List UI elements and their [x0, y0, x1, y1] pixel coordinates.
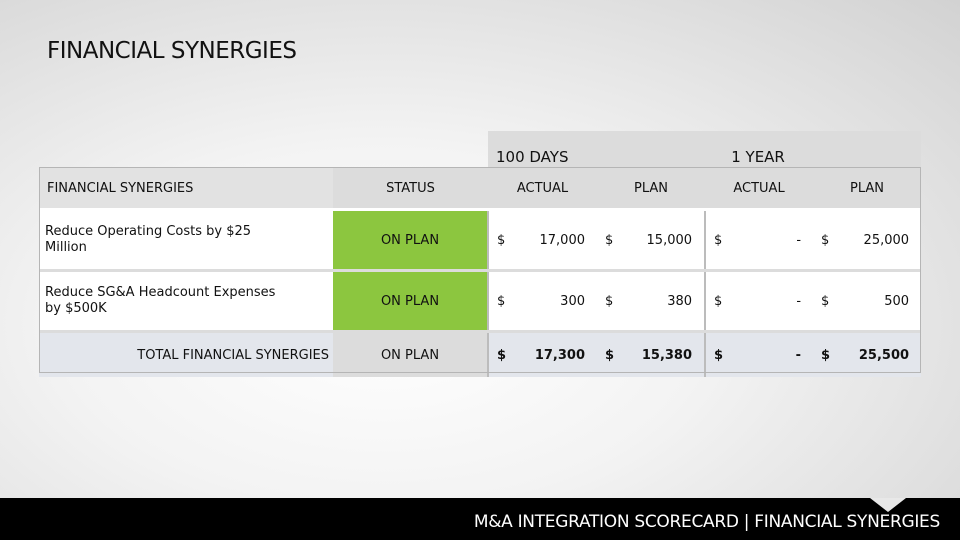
header-plan-100-days: PLAN [597, 168, 706, 211]
actual-1-year-value: - [747, 270, 814, 333]
table-row: Reduce Operating Costs by $25 Million ON… [39, 209, 922, 272]
column-header-row: FINANCIAL SYNERGIES STATUS ACTUAL PLAN A… [39, 168, 922, 211]
currency-symbol: $ [704, 270, 748, 333]
total-plan-100-days: 15,380 [639, 331, 706, 377]
total-actual-1-year: - [747, 331, 814, 377]
header-actual-1-year: ACTUAL [705, 168, 814, 211]
total-label: TOTAL FINANCIAL SYNERGIES [39, 331, 333, 377]
actual-1-year-value: - [747, 209, 814, 272]
currency-symbol: $ [487, 331, 530, 377]
plan-1-year-value: 500 [855, 270, 922, 333]
header-financial-synergies: FINANCIAL SYNERGIES [39, 168, 333, 211]
total-actual-100-days: 17,300 [530, 331, 597, 377]
currency-symbol: $ [597, 270, 639, 333]
header-plan-1-year: PLAN [813, 168, 922, 211]
currency-symbol: $ [597, 331, 639, 377]
period-100-days: 100 DAYS [488, 131, 706, 168]
total-plan-1-year: 25,500 [855, 331, 922, 377]
currency-symbol: $ [704, 209, 748, 272]
total-row: TOTAL FINANCIAL SYNERGIES ON PLAN $ 17,3… [39, 331, 922, 377]
row-label: Reduce SG&A Headcount Expenses by $500K [39, 270, 333, 333]
currency-symbol: $ [487, 209, 530, 272]
row-label: Reduce Operating Costs by $25 Million [39, 209, 333, 272]
plan-100-days-value: 15,000 [639, 209, 706, 272]
plan-1-year-value: 25,000 [855, 209, 922, 272]
actual-100-days-value: 17,000 [530, 209, 597, 272]
header-status: STATUS [333, 168, 488, 211]
total-status: ON PLAN [333, 331, 488, 377]
synergies-table: 100 DAYS 1 YEAR FINANCIAL SYNERGIES STAT… [39, 131, 922, 377]
currency-symbol: $ [813, 209, 856, 272]
period-header-row: 100 DAYS 1 YEAR [39, 131, 922, 168]
header-actual-100-days: ACTUAL [488, 168, 597, 211]
currency-symbol: $ [704, 331, 748, 377]
page-title: FINANCIAL SYNERGIES [47, 38, 297, 64]
footer-title: M&A INTEGRATION SCORECARD | FINANCIAL SY… [473, 512, 940, 532]
period-1-year: 1 YEAR [705, 131, 922, 168]
status-badge: ON PLAN [333, 209, 488, 272]
plan-100-days-value: 380 [639, 270, 706, 333]
footer-notch-decoration [870, 498, 906, 512]
footer-bar: M&A INTEGRATION SCORECARD | FINANCIAL SY… [0, 498, 960, 540]
actual-100-days-value: 300 [530, 270, 597, 333]
currency-symbol: $ [487, 270, 530, 333]
status-badge: ON PLAN [333, 270, 488, 333]
table-row: Reduce SG&A Headcount Expenses by $500K … [39, 270, 922, 333]
currency-symbol: $ [813, 331, 856, 377]
currency-symbol: $ [597, 209, 639, 272]
currency-symbol: $ [813, 270, 856, 333]
